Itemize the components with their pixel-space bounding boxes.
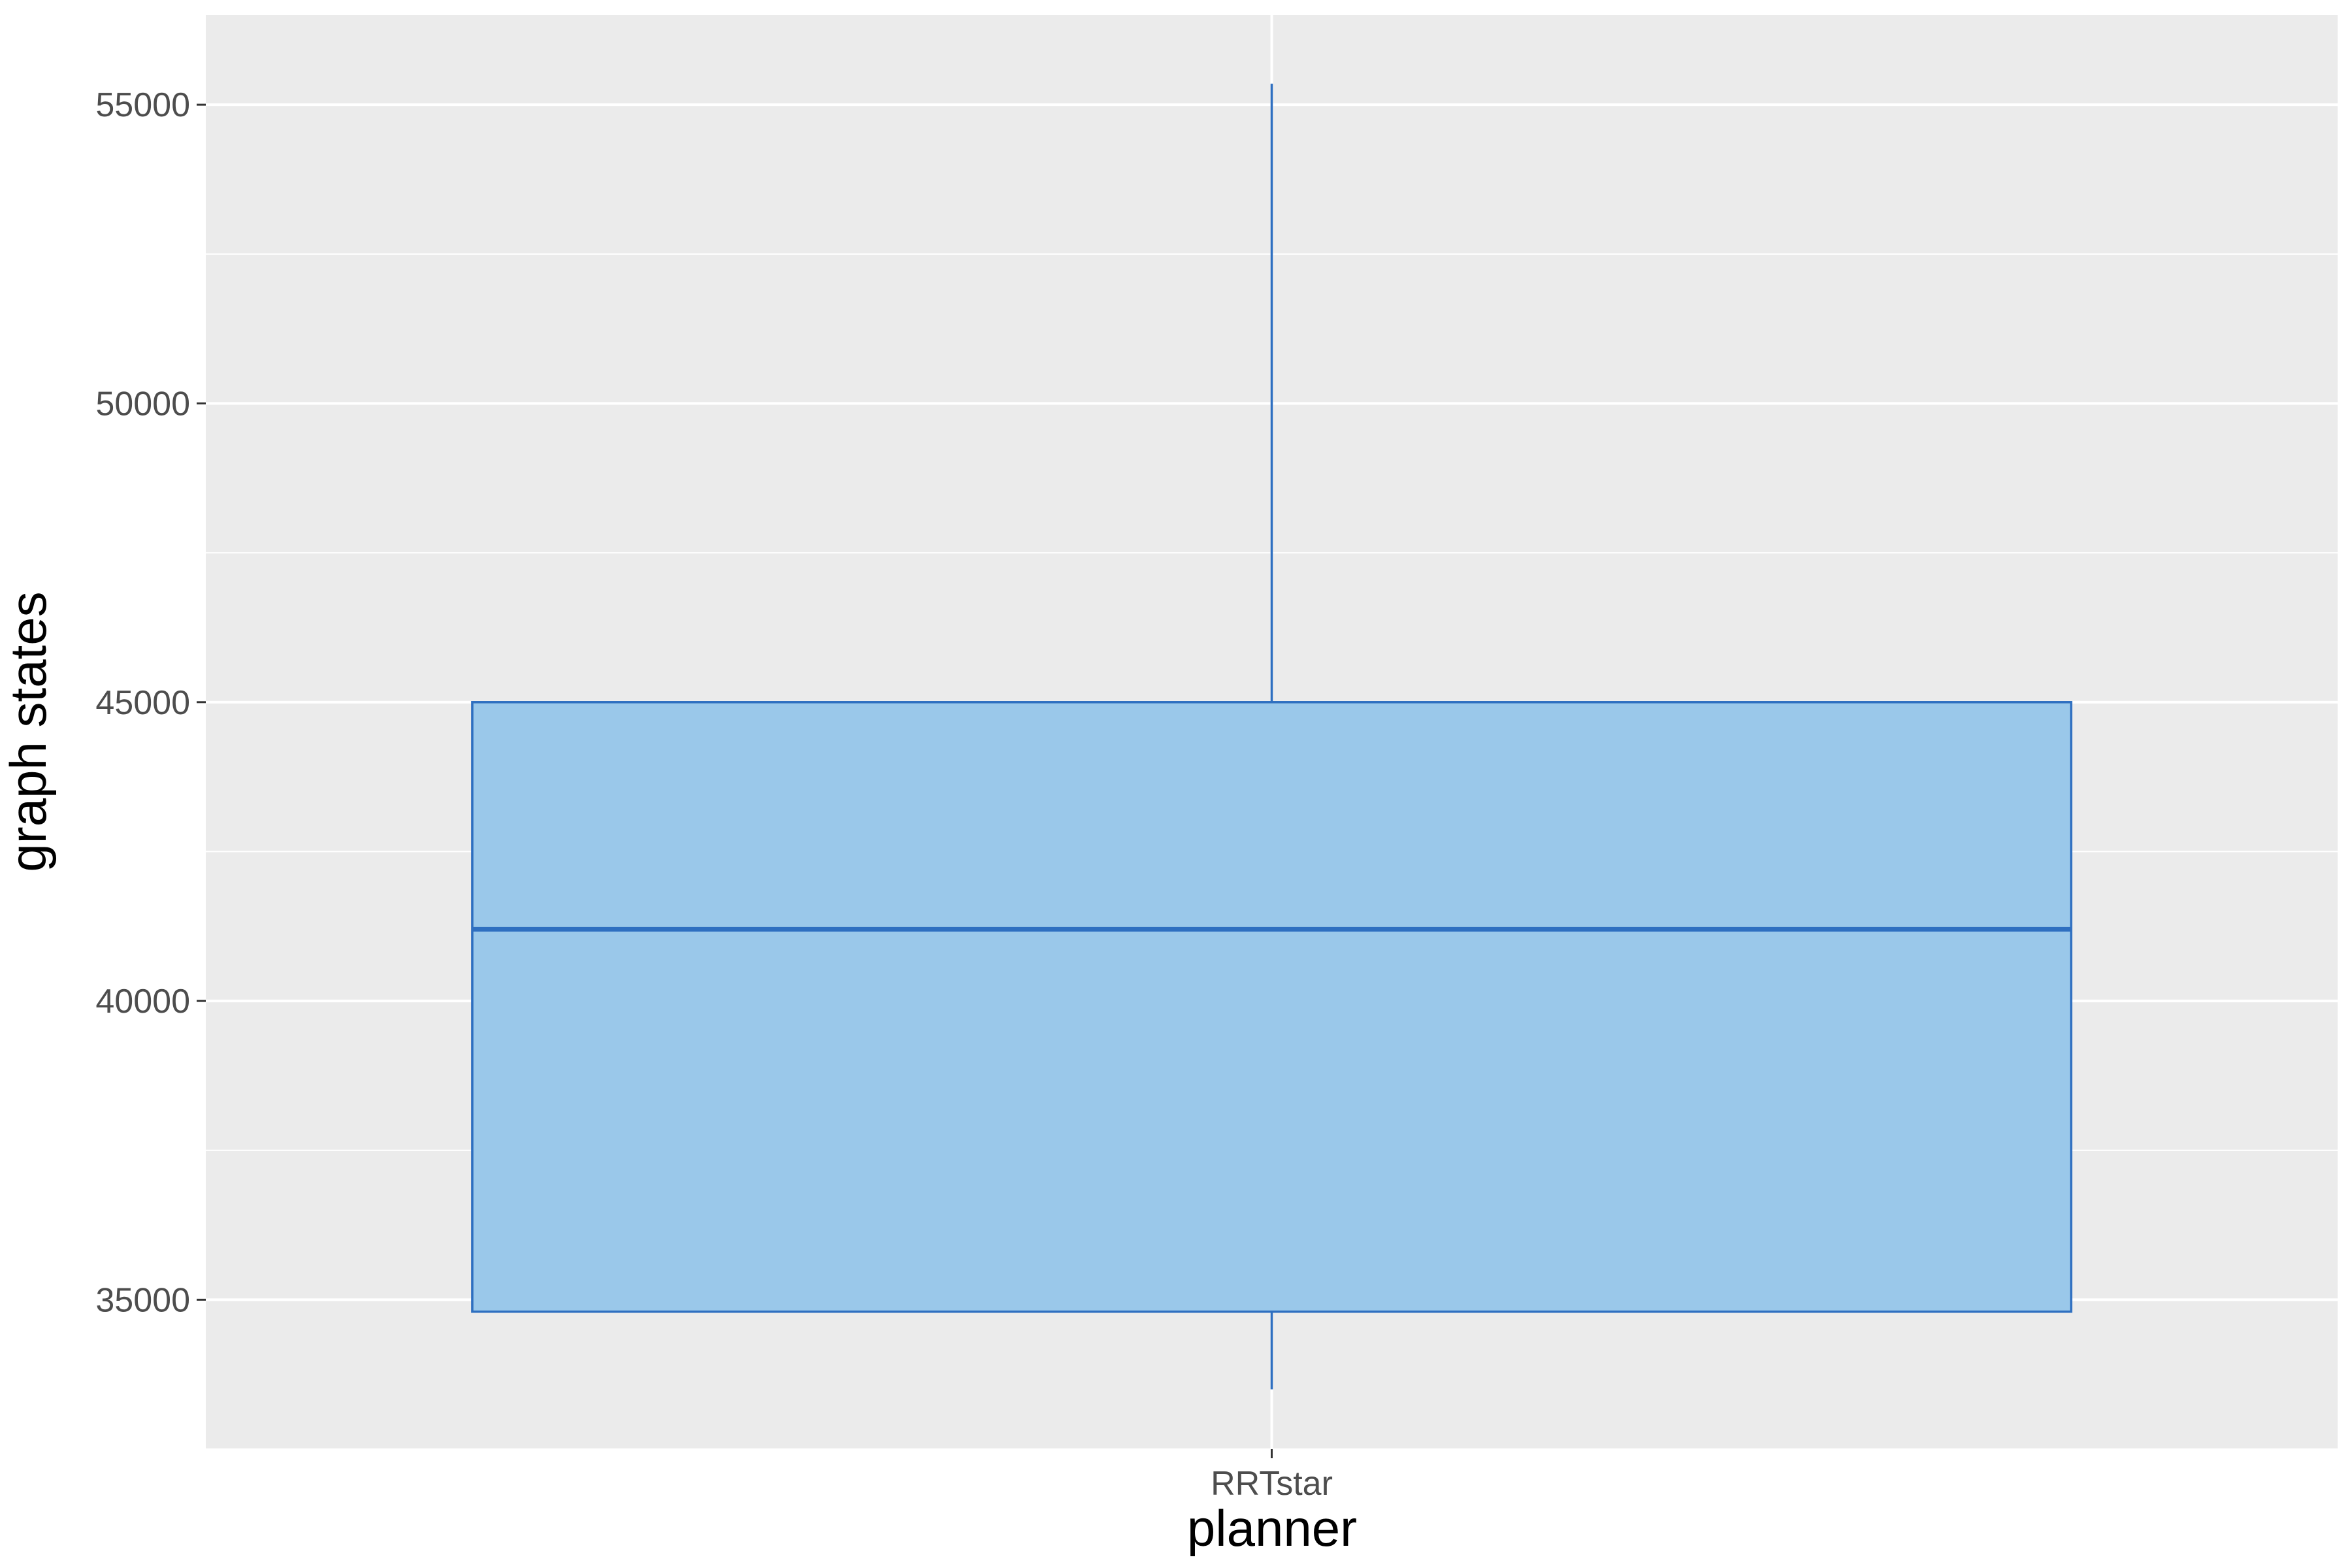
y-tick-label: 55000: [95, 86, 190, 124]
y-tick-label: 35000: [95, 1281, 190, 1319]
x-axis-title: planner: [1187, 1499, 1357, 1557]
y-axis-title: graph states: [0, 591, 57, 872]
x-tick-label: RRTstar: [1211, 1465, 1333, 1503]
box-iqr: [471, 701, 2072, 1313]
y-tick-label: 45000: [95, 684, 190, 722]
y-tick-label: 50000: [95, 385, 190, 423]
box-layer: [471, 84, 2072, 1390]
y-axis: 35000 40000 45000 50000 55000: [95, 86, 206, 1319]
x-axis: RRTstar: [1211, 1449, 1333, 1503]
y-tick-label: 40000: [95, 983, 190, 1021]
